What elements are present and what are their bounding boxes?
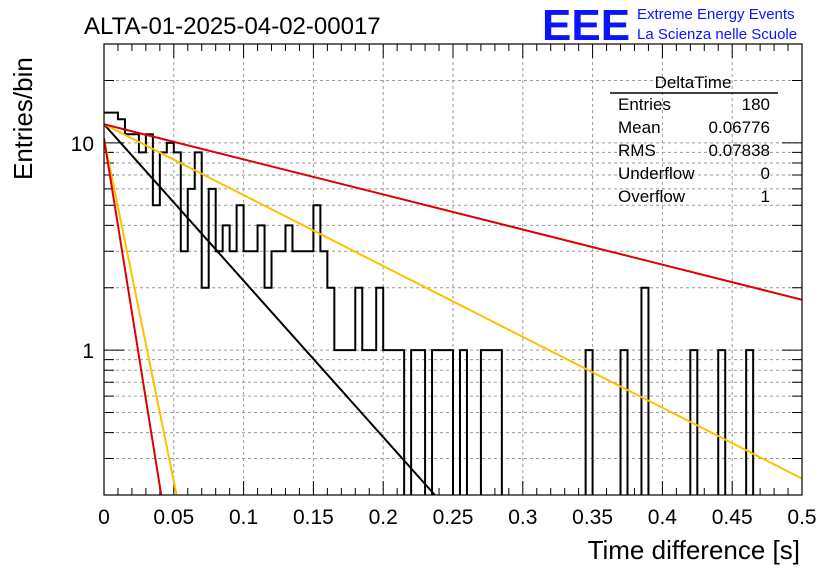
- histogram-bin: [125, 134, 132, 495]
- histogram-bin: [446, 350, 453, 495]
- histogram-bin: [292, 251, 299, 495]
- x-tick-label: 0.5: [787, 506, 816, 529]
- histogram-bin: [746, 350, 753, 495]
- fit-line: [104, 123, 802, 480]
- x-tick-label: 0.2: [369, 506, 398, 529]
- histogram-bin: [341, 350, 348, 495]
- stats-row-value: 180: [742, 95, 770, 114]
- histogram-outline: [104, 111, 755, 495]
- stats-row-value: 0.06776: [709, 118, 770, 137]
- x-tick-label: 0.25: [433, 506, 474, 529]
- histogram-bin: [258, 225, 265, 495]
- eee-logo-mark: EEE: [542, 1, 630, 50]
- histogram-bin: [209, 189, 216, 495]
- x-tick-label: 0.05: [153, 506, 194, 529]
- histogram-bin: [188, 189, 195, 495]
- x-tick-labels: 0 0.05 0.1 0.15 0.2 0.25 0.3 0.35 0.4 0.45 0.5: [98, 506, 816, 529]
- x-tick-label: 0: [98, 506, 110, 529]
- histogram-bin: [348, 350, 355, 495]
- histogram-bin: [118, 119, 125, 495]
- stats-row-value: 1: [761, 187, 770, 206]
- plot-frame: [103, 43, 803, 496]
- histogram-bin: [334, 350, 341, 495]
- histogram-bin: [306, 251, 313, 495]
- y-axis-title: Entries/bin: [8, 57, 38, 180]
- page-title: ALTA-01-2025-04-02-00017: [84, 13, 381, 40]
- x-tick-label: 0.35: [572, 506, 613, 529]
- histogram-bin: [362, 350, 369, 495]
- histogram-bin: [251, 251, 258, 495]
- histogram-bin: [718, 350, 725, 495]
- x-tick-label: 0.4: [648, 506, 678, 529]
- histogram-bins: [104, 111, 755, 495]
- stats-row-label: Entries: [618, 95, 671, 114]
- fit-line: [104, 138, 178, 495]
- histogram-bin: [418, 350, 425, 495]
- histogram-bin: [383, 350, 390, 495]
- histogram-bin: [237, 205, 244, 495]
- x-tick-label: 0.15: [293, 506, 334, 529]
- histogram-bin: [439, 350, 446, 495]
- y-tick-label: 10: [71, 133, 94, 156]
- fit-line: [104, 123, 436, 495]
- histogram-bin: [181, 251, 188, 495]
- histogram-bin: [397, 350, 404, 495]
- x-tick-label: 0.1: [229, 506, 258, 529]
- x-tick-label: 0.45: [712, 506, 753, 529]
- histogram-bin: [641, 288, 648, 495]
- histogram-bin: [299, 251, 306, 495]
- histogram-bin: [460, 350, 467, 495]
- stats-box: DeltaTime Entries 180 Mean 0.06776 RMS 0.0783…: [610, 73, 778, 206]
- histogram-bin: [111, 113, 118, 495]
- stats-row-label: RMS: [618, 141, 656, 160]
- histogram-bin: [327, 288, 334, 495]
- histogram-bin: [223, 225, 230, 495]
- histogram-bin: [202, 288, 209, 495]
- histogram-bin: [481, 350, 488, 495]
- eee-logo: EEE Extreme Energy Events La Scienza nel…: [542, 1, 797, 50]
- y-tick-label: 1: [82, 340, 94, 363]
- stats-row-value: 0: [761, 164, 770, 183]
- x-axis-title: Time difference [s]: [588, 535, 800, 565]
- histogram-bin: [495, 350, 502, 495]
- fit-lines: [104, 123, 802, 495]
- histogram-bin: [488, 350, 495, 495]
- histogram-bin: [272, 251, 279, 495]
- stats-box-title: DeltaTime: [655, 73, 732, 92]
- stats-row-label: Underflow: [618, 164, 695, 183]
- histogram-bin: [621, 350, 628, 495]
- eee-logo-line-1: Extreme Energy Events: [637, 6, 795, 23]
- histogram-bin: [265, 288, 272, 495]
- stats-box-rows: Entries 180 Mean 0.06776 RMS 0.07838 Underflow…: [618, 95, 770, 206]
- stats-row-label: Overflow: [618, 187, 686, 206]
- axis-ticks: [103, 43, 803, 496]
- histogram-bin: [285, 225, 292, 495]
- stats-row-label: Mean: [618, 118, 661, 137]
- histogram-bin: [376, 288, 383, 495]
- histogram-bin: [279, 251, 286, 495]
- histogram-bin: [216, 251, 223, 495]
- eee-logo-line-2: La Scienza nelle Scuole: [637, 26, 797, 43]
- stats-row-value: 0.07838: [709, 141, 770, 160]
- histogram-bin: [313, 205, 320, 495]
- y-tick-labels: 1 10: [71, 133, 94, 363]
- fit-line: [104, 138, 163, 495]
- histogram-bin: [195, 152, 202, 495]
- histogram-bin: [230, 251, 237, 495]
- x-tick-label: 0.3: [508, 506, 537, 529]
- fit-line: [104, 123, 802, 301]
- histogram-bin: [432, 350, 439, 495]
- histogram-bin: [390, 350, 397, 495]
- histogram-bin: [355, 288, 362, 495]
